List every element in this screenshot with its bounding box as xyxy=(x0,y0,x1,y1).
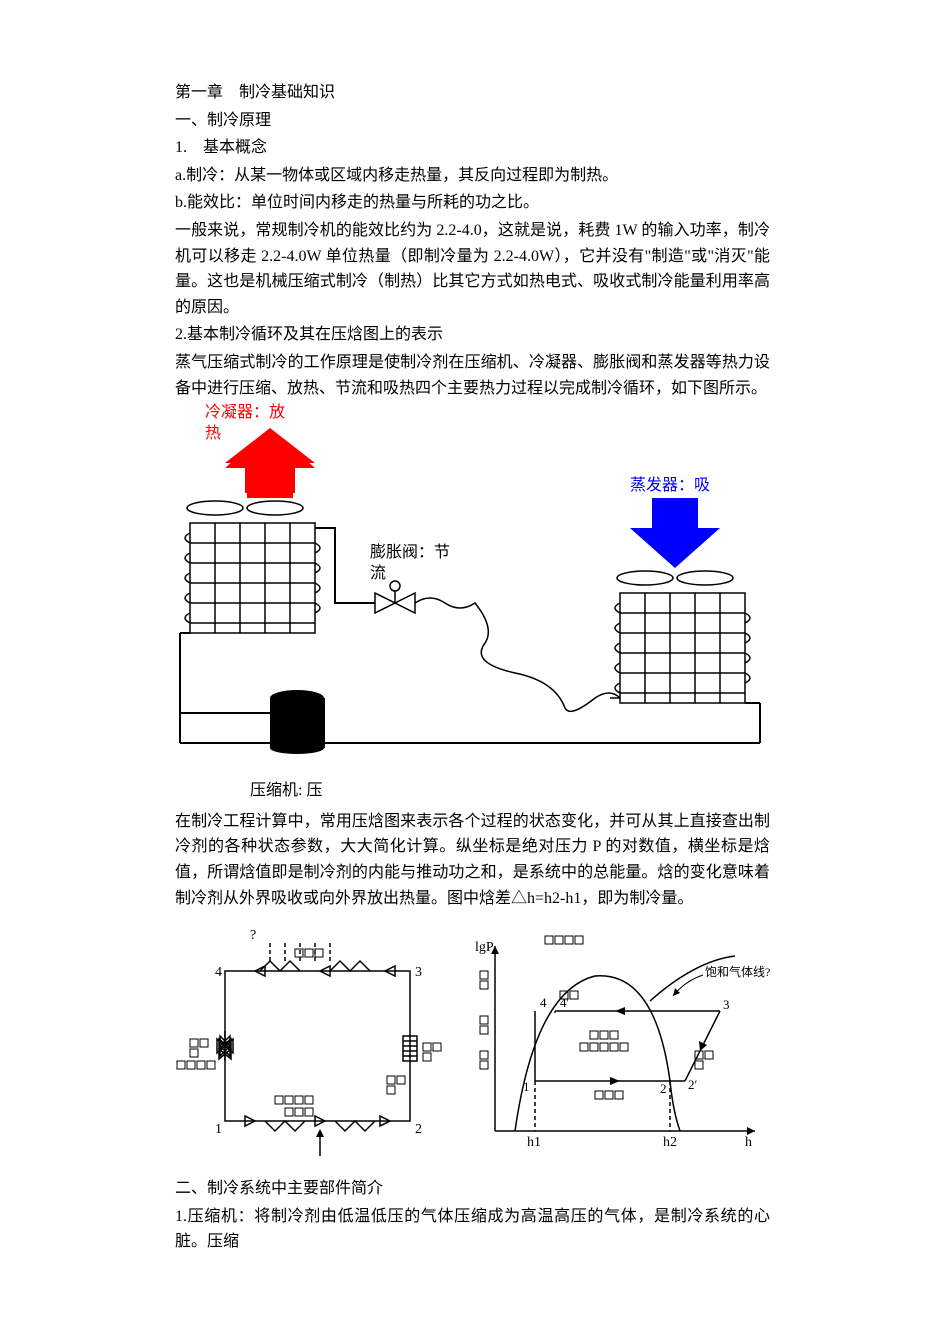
paragraph-1: 一般来说，常规制冷机的能效比约为 2.2-4.0，这就是说，耗费 1W 的输入功… xyxy=(175,218,770,320)
paragraph-2: 蒸气压缩式制冷的工作原理是使制冷剂在压缩机、冷凝器、膨胀阀和蒸发器等热力设备中进… xyxy=(175,350,770,401)
svg-text:4: 4 xyxy=(215,965,222,980)
cycle-svg xyxy=(175,403,770,773)
svg-text:h: h xyxy=(745,1135,752,1150)
svg-text:1: 1 xyxy=(523,1079,530,1094)
svg-text:4′: 4′ xyxy=(560,995,570,1010)
svg-text:2′: 2′ xyxy=(688,1077,698,1092)
svg-text:4: 4 xyxy=(540,995,547,1010)
refrigeration-cycle-diagram: 冷凝器：放 热 蒸发器：吸 膨胀阀：节 流 xyxy=(175,403,770,773)
middle-paragraph: 在制冷工程计算中，常用压焓图来表示各个过程的状态变化，并可从其上直接查出制冷剂的… xyxy=(175,809,770,911)
svg-text:?: ? xyxy=(250,928,256,943)
item-2: 2.基本制冷循环及其在压焓图上的表示 xyxy=(175,322,770,348)
line-b: b.能效比：单位时间内移走的热量与所耗的功之比。 xyxy=(175,190,770,216)
footer-item-1: 1.压缩机：将制冷剂由低温低压的气体压缩成为高温高压的气体，是制冷系统的心脏。压… xyxy=(175,1204,770,1255)
compressor-caption: 压缩机: 压 xyxy=(175,778,770,804)
chapter-title: 第一章 制冷基础知识 xyxy=(175,80,770,106)
blue-down-arrow xyxy=(630,498,720,568)
item-1: 1. 基本概念 xyxy=(175,135,770,161)
expansion-label: 膨胀阀：节 流 xyxy=(370,543,450,585)
svg-text:1: 1 xyxy=(215,1122,222,1137)
svg-text:h2: h2 xyxy=(663,1135,677,1150)
condenser-label: 冷凝器：放 热 xyxy=(205,403,285,445)
svg-text:2: 2 xyxy=(415,1122,422,1137)
svg-text:3: 3 xyxy=(415,965,422,980)
schematic-and-ph-diagram: 4 3 1 2 ? xyxy=(175,921,770,1166)
svg-text:2: 2 xyxy=(660,1081,667,1096)
section-1-title: 一、制冷原理 xyxy=(175,108,770,134)
svg-text:h1: h1 xyxy=(527,1135,541,1150)
evaporator-label: 蒸发器：吸 xyxy=(630,473,710,499)
svg-text:3: 3 xyxy=(723,997,730,1012)
section-2-title: 二、制冷系统中主要部件简介 xyxy=(175,1176,770,1202)
svg-text:lgP: lgP xyxy=(475,940,494,955)
line-a: a.制冷：从某一物体或区域内移走热量，其反向过程即为制热。 xyxy=(175,163,770,189)
svg-text:饱和气体线?: 饱和气体线? xyxy=(705,964,770,979)
